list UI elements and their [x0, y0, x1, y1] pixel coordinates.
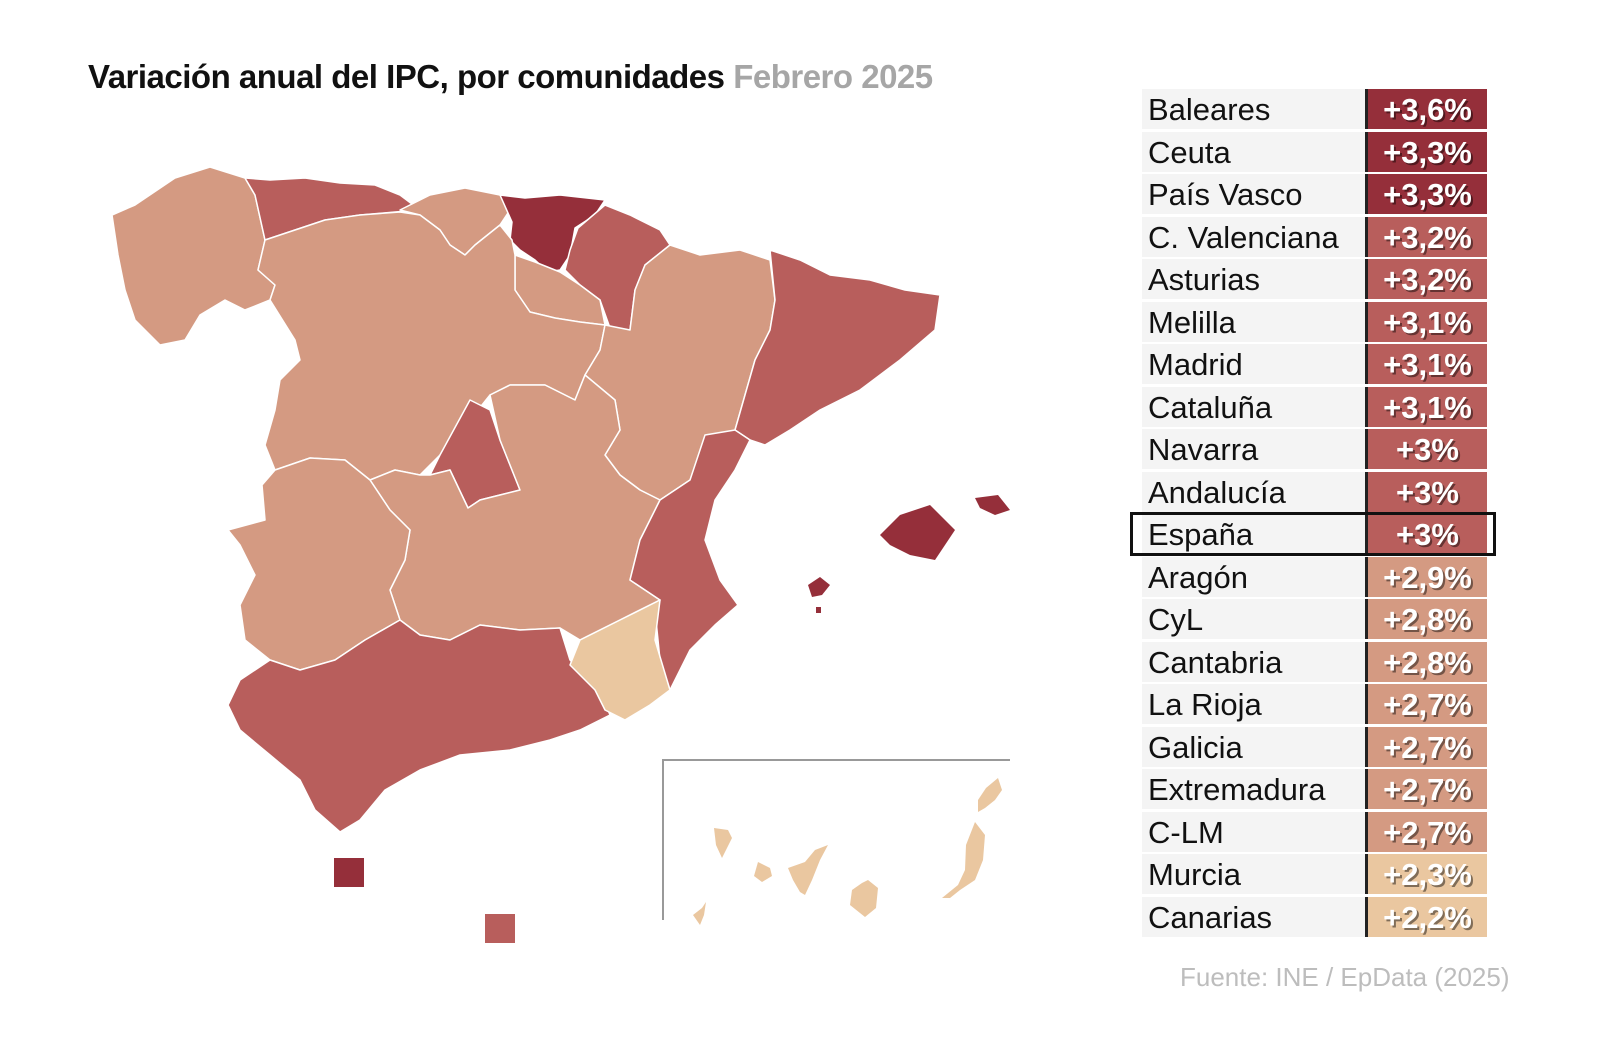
row-value: +3,1% — [1365, 344, 1487, 384]
region-mallorca — [880, 505, 955, 560]
canarias-inset-frame — [662, 759, 1010, 920]
row-name: España — [1142, 514, 1365, 554]
row-value: +3,1% — [1365, 301, 1487, 342]
source-note: Fuente: INE / EpData (2025) — [1180, 962, 1510, 992]
row-name: Melilla — [1142, 301, 1365, 342]
row-value: +2,3% — [1365, 854, 1487, 894]
title-main: Variación anual del IPC, por comunidades — [88, 58, 725, 95]
region-canarias — [693, 778, 1002, 925]
row-value: +2,7% — [1365, 684, 1487, 724]
table-row: Extremadura +2,7% — [1142, 769, 1502, 809]
row-value: +3% — [1365, 429, 1487, 469]
row-value: +3,2% — [1365, 259, 1487, 299]
row-name: País Vasco — [1142, 174, 1365, 214]
row-name: Canarias — [1142, 896, 1365, 937]
row-value: +3,3% — [1365, 174, 1487, 214]
row-name: Asturias — [1142, 259, 1365, 299]
row-name: Cantabria — [1142, 641, 1365, 682]
row-value: +2,7% — [1365, 726, 1487, 767]
table-row: C. Valenciana +3,2% — [1142, 216, 1502, 257]
row-name: Madrid — [1142, 344, 1365, 384]
table-row: Ceuta +3,3% — [1142, 131, 1502, 172]
row-value: +3,1% — [1365, 386, 1487, 427]
table-row: Melilla +3,1% — [1142, 301, 1502, 342]
table-row-espana: España +3% — [1130, 512, 1496, 556]
table-row: Navarra +3% — [1142, 429, 1502, 469]
row-value: +3% — [1365, 514, 1487, 554]
row-name: C. Valenciana — [1142, 216, 1365, 257]
region-murcia — [569, 599, 671, 721]
row-name: La Rioja — [1142, 684, 1365, 724]
table-row: Baleares +3,6% — [1142, 89, 1502, 129]
row-name: Cataluña — [1142, 386, 1365, 427]
region-melilla — [485, 914, 515, 943]
row-name: Aragón — [1142, 556, 1365, 597]
table-row: Cataluña +3,1% — [1142, 386, 1502, 427]
row-name: Navarra — [1142, 429, 1365, 469]
row-value: +3,3% — [1365, 131, 1487, 172]
row-value: +2,8% — [1365, 599, 1487, 639]
table-row: La Rioja +2,7% — [1142, 684, 1502, 724]
table-row: CyL +2,8% — [1142, 599, 1502, 639]
row-name: Ceuta — [1142, 131, 1365, 172]
row-name: Galicia — [1142, 726, 1365, 767]
row-value: +2,8% — [1365, 641, 1487, 682]
region-galicia — [111, 166, 276, 346]
region-formentera — [816, 607, 821, 613]
region-c-valenciana — [629, 429, 751, 691]
row-value: +2,7% — [1365, 769, 1487, 809]
chart-title: Variación anual del IPC, por comunidades… — [88, 58, 933, 96]
row-value: +3,6% — [1365, 89, 1487, 129]
title-subtitle: Febrero 2025 — [733, 58, 933, 95]
table-row: Andalucía +3% — [1142, 471, 1502, 512]
region-andalucia — [227, 619, 611, 833]
row-value: +2,7% — [1365, 811, 1487, 852]
table-row: C-LM +2,7% — [1142, 811, 1502, 852]
row-value: +3,2% — [1365, 216, 1487, 257]
table-row: Madrid +3,1% — [1142, 344, 1502, 384]
table-row: Asturias +3,2% — [1142, 259, 1502, 299]
row-name: C-LM — [1142, 811, 1365, 852]
ranking-table: Baleares +3,6% Ceuta +3,3% País Vasco +3,3%… — [1130, 89, 1502, 939]
row-name: Andalucía — [1142, 471, 1365, 512]
table-row: Aragón +2,9% — [1142, 556, 1502, 597]
region-menorca — [975, 495, 1010, 515]
row-name: Extremadura — [1142, 769, 1365, 809]
row-name: Baleares — [1142, 89, 1365, 129]
table-row: Galicia +2,7% — [1142, 726, 1502, 767]
row-name: CyL — [1142, 599, 1365, 639]
table-row: País Vasco +3,3% — [1142, 174, 1502, 214]
region-ceuta — [334, 858, 364, 887]
spain-map — [111, 166, 1010, 943]
row-value: +3% — [1365, 471, 1487, 512]
table-row: Cantabria +2,8% — [1142, 641, 1502, 682]
table-row: Canarias +2,2% — [1142, 896, 1502, 937]
row-value: +2,9% — [1365, 556, 1487, 597]
region-cataluna — [734, 249, 941, 446]
region-ibiza — [808, 577, 830, 597]
row-name: Murcia — [1142, 854, 1365, 894]
row-value: +2,2% — [1365, 896, 1487, 937]
table-row: Murcia +2,3% — [1142, 854, 1502, 894]
